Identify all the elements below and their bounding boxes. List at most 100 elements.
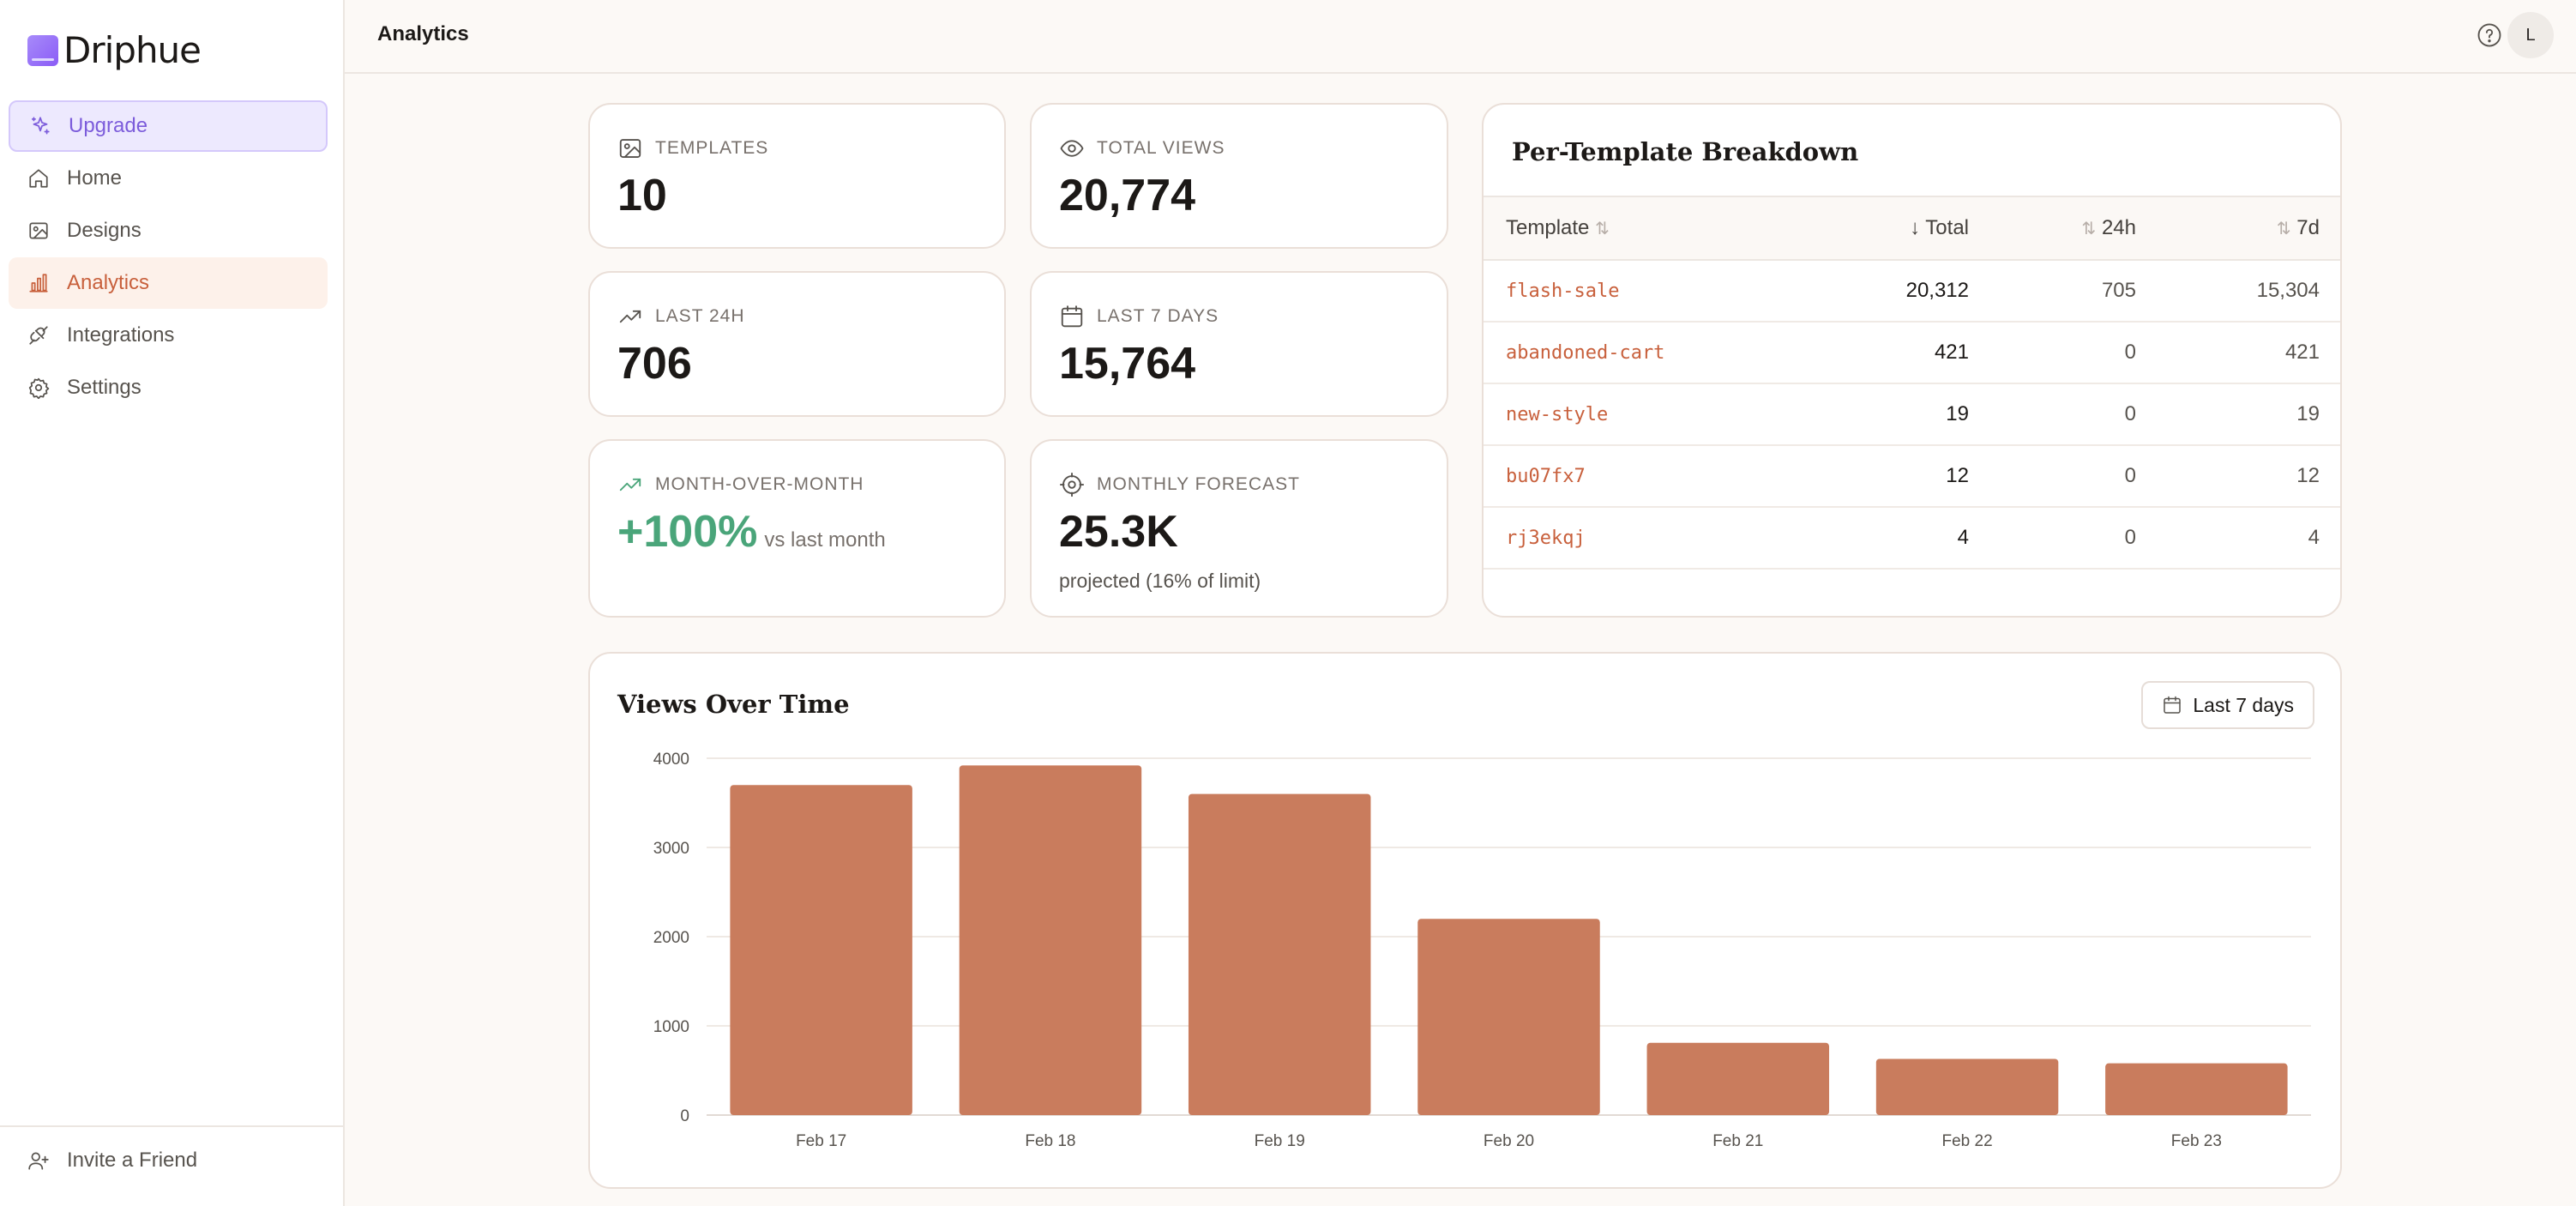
- sidebar-item-upgrade[interactable]: Upgrade: [9, 100, 328, 152]
- gear-icon: [28, 377, 50, 399]
- stat-label-text: TEMPLATES: [655, 138, 769, 158]
- cell-24h: 0: [1989, 507, 2157, 570]
- avatar[interactable]: L: [2507, 12, 2554, 58]
- trending-up-icon: [619, 310, 641, 323]
- sort-icon: ⇅: [1595, 220, 1610, 238]
- sidebar-item-settings[interactable]: Settings: [9, 362, 328, 413]
- help-circle-icon[interactable]: [2477, 22, 2502, 48]
- mom-sub: vs last month: [764, 528, 886, 552]
- breakdown-table: Template ⇅ ↓ Total ⇅ 24h ⇅ 7d flash-sale…: [1484, 196, 2340, 590]
- template-name-link[interactable]: abandoned-cart: [1484, 322, 1809, 384]
- table-row[interactable]: 5m5xkk 3 1 3: [1484, 569, 2340, 590]
- template-name-link[interactable]: bu07fx7: [1484, 445, 1809, 508]
- sidebar-item-label: Designs: [67, 219, 141, 242]
- page-title: Analytics: [377, 22, 469, 45]
- mom-percent: +100%: [617, 507, 758, 557]
- app-name: Driphue: [63, 29, 202, 71]
- sidebar: Driphue Upgrade Home Designs Analytics I…: [0, 0, 345, 1206]
- stat-card-month-over-month: MONTH-OVER-MONTH +100% vs last month: [588, 439, 1006, 618]
- column-header-7d[interactable]: ⇅ 7d: [2157, 196, 2340, 261]
- table-row[interactable]: abandoned-cart 421 0 421: [1484, 322, 2340, 384]
- x-tick-label: Feb 20: [1484, 1132, 1534, 1150]
- bar: [730, 785, 912, 1115]
- logo[interactable]: Driphue: [27, 29, 202, 71]
- sort-icon: ⇅: [2276, 220, 2291, 238]
- y-tick-label: 4000: [653, 751, 689, 769]
- y-tick-label: 2000: [653, 929, 689, 947]
- cell-7d: 3: [2157, 569, 2340, 590]
- cell-24h: 705: [1989, 260, 2157, 323]
- top-header: Analytics L: [345, 0, 2576, 74]
- cell-total: 19: [1809, 383, 1989, 446]
- column-header-total[interactable]: ↓ Total: [1809, 196, 1989, 261]
- cell-7d: 4: [2157, 507, 2340, 570]
- invite-friend-button[interactable]: Invite a Friend: [9, 1135, 328, 1186]
- image-icon: [29, 222, 48, 239]
- stat-card-monthly-forecast: MONTHLY FORECAST 25.3K projected (16% of…: [1030, 439, 1448, 618]
- x-tick-label: Feb 17: [796, 1132, 846, 1150]
- date-range-button[interactable]: Last 7 days: [2141, 681, 2314, 729]
- stat-label-text: TOTAL VIEWS: [1097, 138, 1225, 158]
- table-header-row: Template ⇅ ↓ Total ⇅ 24h ⇅ 7d: [1484, 196, 2340, 261]
- stat-label-forecast: MONTHLY FORECAST: [1059, 472, 1300, 497]
- plug-icon: [29, 326, 48, 345]
- template-name-link[interactable]: new-style: [1484, 383, 1809, 446]
- column-header-template[interactable]: Template ⇅: [1484, 196, 1809, 261]
- user-plus-icon: [28, 1152, 49, 1170]
- cell-24h: 0: [1989, 445, 2157, 508]
- table-row[interactable]: new-style 19 0 19: [1484, 383, 2340, 446]
- stat-card-total-views: TOTAL VIEWS 20,774: [1030, 103, 1448, 249]
- cell-7d: 421: [2157, 322, 2340, 384]
- y-tick-label: 1000: [653, 1018, 689, 1036]
- x-tick-label: Feb 19: [1255, 1132, 1305, 1150]
- breakdown-table-scroll[interactable]: Template ⇅ ↓ Total ⇅ 24h ⇅ 7d flash-sale…: [1484, 196, 2340, 590]
- sidebar-item-analytics[interactable]: Analytics: [9, 257, 328, 309]
- template-name-link[interactable]: 5m5xkk: [1484, 569, 1809, 590]
- cell-24h: 1: [1989, 569, 2157, 590]
- bar-chart-icon: [29, 274, 48, 292]
- stat-label-last-7-days: LAST 7 DAYS: [1059, 304, 1219, 329]
- template-name-link[interactable]: flash-sale: [1484, 260, 1809, 323]
- views-chart-card: Views Over Time Last 7 days 0 1000 2000 300…: [588, 652, 2342, 1189]
- image-icon: [619, 139, 641, 158]
- table-row[interactable]: rj3ekqj 4 0 4: [1484, 507, 2340, 570]
- cell-total: 4: [1809, 507, 1989, 570]
- table-row[interactable]: bu07fx7 12 0 12: [1484, 445, 2340, 508]
- table-row[interactable]: flash-sale 20,312 705 15,304: [1484, 260, 2340, 323]
- breakdown-card: Per-Template Breakdown Template ⇅ ↓ Tota…: [1482, 103, 2342, 618]
- bar: [1188, 793, 1371, 1115]
- template-name-link[interactable]: rj3ekqj: [1484, 507, 1809, 570]
- column-label: Total: [1925, 216, 1969, 239]
- stat-card-last-24h: LAST 24H 706: [588, 271, 1006, 417]
- stat-label-text: MONTHLY FORECAST: [1097, 474, 1300, 494]
- cell-24h: 0: [1989, 322, 2157, 384]
- stat-value-forecast: 25.3K: [1059, 507, 1178, 557]
- breakdown-title: Per-Template Breakdown: [1512, 137, 1859, 166]
- cell-24h: 0: [1989, 383, 2157, 446]
- sidebar-item-label: Settings: [67, 376, 141, 399]
- views-bar-chart: 0 1000 2000 3000 4000 Feb 17 Feb 18 Feb 19 Feb 2…: [653, 751, 2311, 1150]
- x-tick-label: Feb 23: [2171, 1132, 2222, 1150]
- chart-title: Views Over Time: [617, 690, 850, 719]
- cell-total: 421: [1809, 322, 1989, 384]
- sidebar-item-label: Integrations: [67, 323, 175, 347]
- bar: [2105, 1063, 2288, 1115]
- cell-7d: 12: [2157, 445, 2340, 508]
- sidebar-item-designs[interactable]: Designs: [9, 205, 328, 256]
- column-header-24h[interactable]: ⇅ 24h: [1989, 196, 2157, 261]
- stat-value-mom: +100% vs last month: [617, 506, 886, 558]
- calendar-icon: [1061, 305, 1083, 328]
- cell-7d: 19: [2157, 383, 2340, 446]
- sidebar-item-label: Analytics: [67, 271, 150, 294]
- x-tick-label: Feb 18: [1025, 1132, 1075, 1150]
- cell-total: 12: [1809, 445, 1989, 508]
- stat-label-text: LAST 24H: [655, 306, 745, 326]
- cell-7d: 15,304: [2157, 260, 2340, 323]
- stat-label-mom: MONTH-OVER-MONTH: [617, 472, 864, 497]
- sidebar-item-home[interactable]: Home: [9, 153, 328, 204]
- column-label: 7d: [2296, 216, 2320, 239]
- sidebar-divider: [0, 1125, 345, 1127]
- stat-label-templates: TEMPLATES: [617, 136, 768, 161]
- date-range-label: Last 7 days: [2193, 693, 2294, 716]
- sidebar-item-integrations[interactable]: Integrations: [9, 310, 328, 361]
